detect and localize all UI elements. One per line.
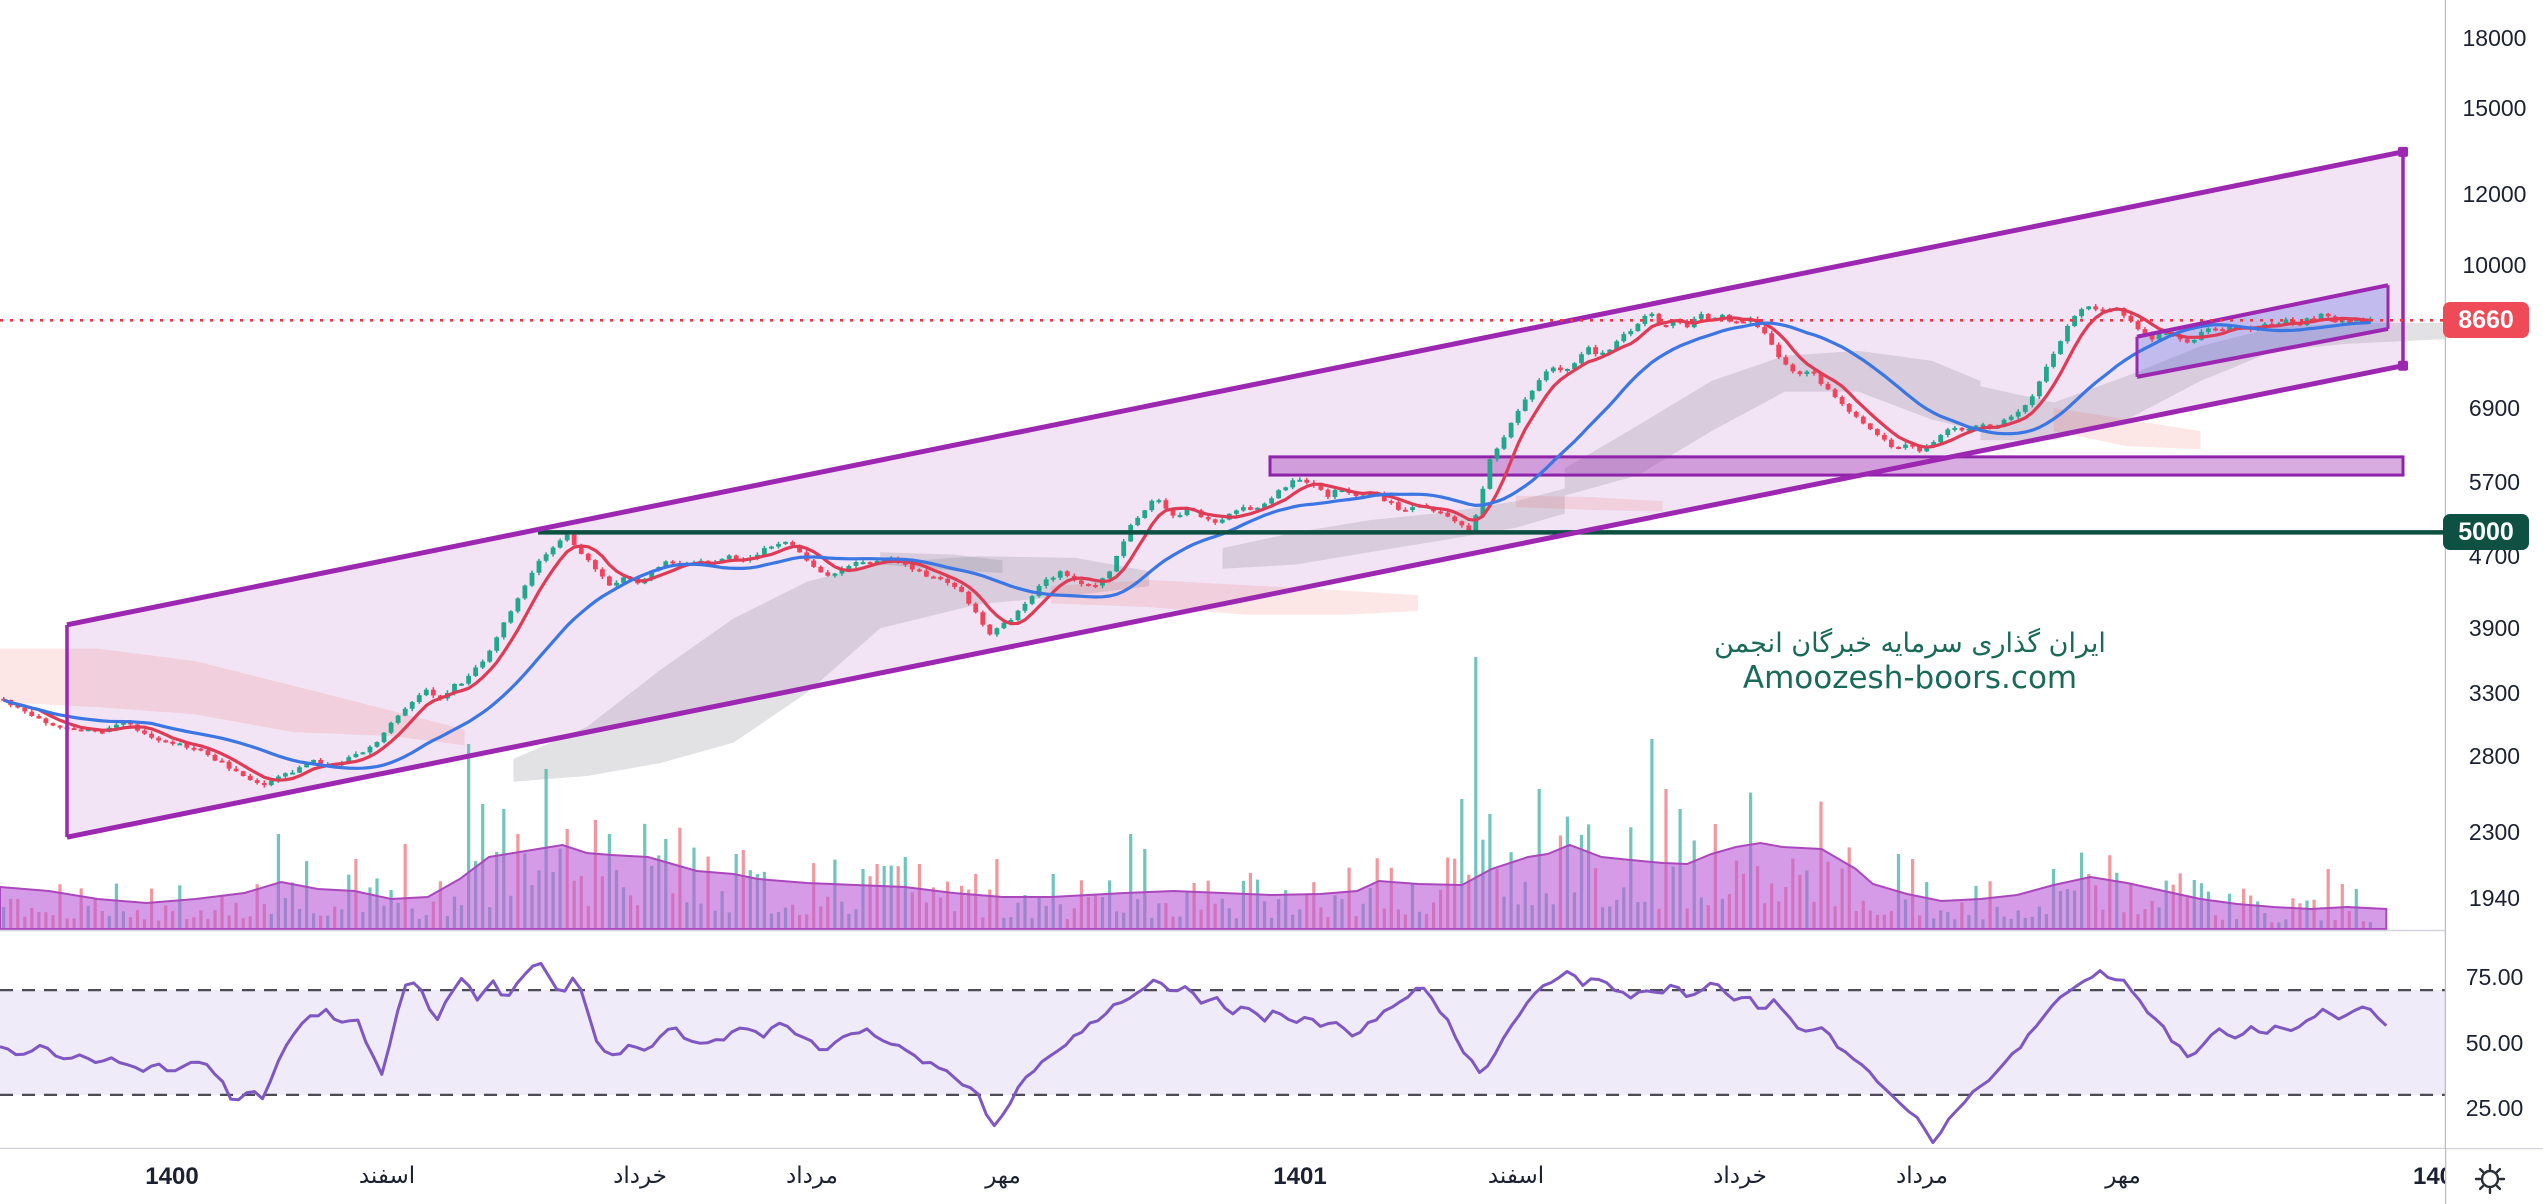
price-scale-label: 3300 [2468,679,2521,706]
volume-ma-area [0,841,2388,930]
time-scale-year-label: 1400 [145,1163,199,1190]
channel-anchor[interactable] [2398,360,2408,371]
time-scale-month-label: مرداد [1896,1163,1948,1189]
rsi-scale-label: 50.00 [2465,1029,2524,1056]
time-scale-month-label: مهر [2105,1163,2141,1189]
price-scale-label: 1940 [2468,884,2521,911]
time-scale-month-label: خرداد [613,1163,667,1189]
channel-anchor[interactable] [2398,146,2408,157]
trend-channel-borders[interactable] [65,149,2405,840]
price-scale-label: 18000 [2462,24,2527,51]
ichimoku-clouds [0,323,2445,782]
price-scale-label: 15000 [2462,95,2527,122]
last-price-badge: 8660 [2443,302,2529,339]
price-scale-label: 10000 [2462,251,2527,278]
rsi-line [0,961,2388,1145]
time-scale-month-label: خرداد [1713,1163,1767,1189]
time-scale-year-label: 1401 [1273,1163,1327,1190]
chart-settings-button[interactable] [2468,1157,2512,1201]
mini-channel-borders[interactable] [2135,283,2390,379]
price-scale-label: 3900 [2468,615,2521,642]
time-scale-month-label: اسفند [358,1163,416,1189]
price-scale-label: 2800 [2468,743,2521,770]
time-scale[interactable]: 1400 اسفند خرداد مرداد مهر 1401 اسفند خرداد مردا… [0,1149,2445,1204]
ma-slow-line [3,320,2371,770]
time-scale-month-label: مهر [985,1163,1021,1189]
price-scale-label: 6900 [2468,395,2521,422]
time-scale-month-label: اسفند [1487,1163,1545,1189]
rsi-pane [0,961,2445,1145]
price-scale-label: 12000 [2462,181,2527,208]
rsi-scale-label: 25.00 [2465,1095,2524,1121]
price-scale-label: 2300 [2468,819,2521,846]
gear-icon [2474,1163,2506,1195]
support-price-badge: 5000 [2443,514,2529,551]
supply-zone[interactable] [1268,455,2405,477]
price-scale[interactable]: 18000 15000 12000 10000 6900 5700 4700 3900 3300… [2443,0,2543,1148]
rsi-scale-label: 75.00 [2465,964,2524,990]
trend-channel[interactable] [67,151,2403,838]
time-scale-year-label: 140 [2412,1163,2445,1190]
price-scale-label: 5700 [2468,468,2521,495]
time-scale-month-label: مرداد [786,1163,838,1189]
mini-channel-fill[interactable] [2137,285,2388,377]
